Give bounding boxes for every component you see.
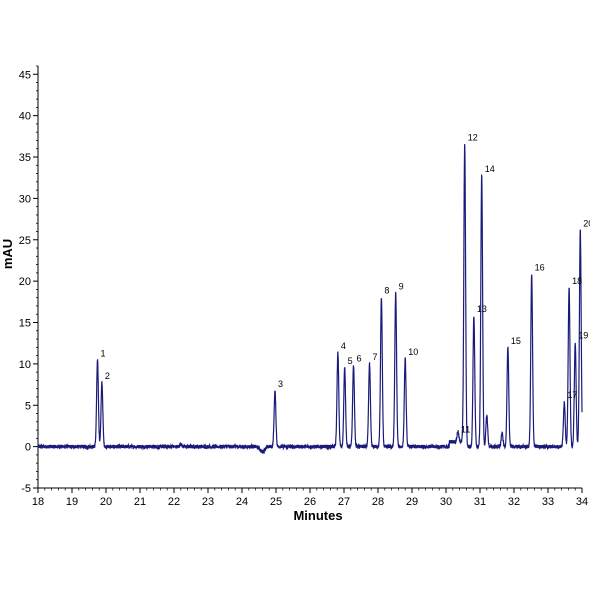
peak-label: 2 — [105, 371, 110, 381]
peak-label: 13 — [477, 304, 487, 314]
peak-label: 9 — [399, 282, 404, 292]
y-tick-label: 15 — [19, 318, 31, 330]
x-tick-label: 19 — [66, 496, 78, 508]
peak-label: 16 — [535, 263, 545, 273]
peak-label: 12 — [468, 133, 478, 143]
x-axis-ticks: 18 19 20 21 22 23 24 25 26 27 28 29 30 31 32 33 34 — [32, 488, 588, 508]
y-tick-label: 35 — [19, 152, 31, 164]
y-tick-label: 10 — [19, 359, 31, 371]
x-tick-label: 26 — [304, 496, 316, 508]
peak-label: 14 — [485, 164, 495, 174]
x-tick-label: 20 — [100, 496, 112, 508]
peak-label: 8 — [384, 286, 389, 296]
x-tick-label: 30 — [440, 496, 452, 508]
peak-label: 1 — [101, 349, 106, 359]
y-tick-label: 45 — [19, 69, 31, 81]
x-tick-label: 21 — [134, 496, 146, 508]
peak-label: 17 — [567, 390, 577, 400]
peak-label: 5 — [348, 356, 353, 366]
x-axis-title: Minutes — [293, 508, 342, 523]
x-tick-label: 34 — [576, 496, 588, 508]
x-tick-label: 27 — [338, 496, 350, 508]
y-tick-label: -5 — [21, 483, 31, 495]
x-tick-label: 33 — [542, 496, 554, 508]
chromatogram-trace — [37, 144, 583, 455]
x-tick-label: 29 — [406, 496, 418, 508]
y-tick-label: 40 — [19, 111, 31, 123]
peak-label: 18 — [572, 276, 582, 286]
x-tick-label: 25 — [270, 496, 282, 508]
y-tick-label: 20 — [19, 276, 31, 288]
peak-label: 6 — [357, 354, 362, 364]
x-tick-label: 28 — [372, 496, 384, 508]
x-tick-label: 24 — [236, 496, 248, 508]
y-axis-title: mAU — [0, 239, 15, 269]
peak-label: 11 — [461, 425, 470, 435]
peak-label: 4 — [341, 341, 346, 351]
y-tick-label: 5 — [25, 400, 31, 412]
x-tick-label: 31 — [474, 496, 486, 508]
y-tick-label: 25 — [19, 235, 31, 247]
peak-label: 15 — [511, 336, 521, 346]
peak-label: 19 — [578, 330, 588, 340]
y-tick-label: 0 — [25, 442, 31, 454]
peak-label: 7 — [373, 352, 378, 362]
x-tick-label: 32 — [508, 496, 520, 508]
y-axis-ticks: -5 0 5 10 15 20 25 30 35 40 45 — [19, 65, 38, 495]
x-tick-label: 22 — [168, 496, 180, 508]
peak-label: 20 — [583, 219, 590, 229]
peak-label: 3 — [278, 379, 283, 389]
x-tick-label: 23 — [202, 496, 214, 508]
peak-labels: 1234567891011121314151617181920 — [101, 133, 590, 435]
peak-label: 10 — [408, 347, 418, 357]
y-tick-label: 30 — [19, 193, 31, 205]
x-tick-label: 18 — [32, 496, 44, 508]
